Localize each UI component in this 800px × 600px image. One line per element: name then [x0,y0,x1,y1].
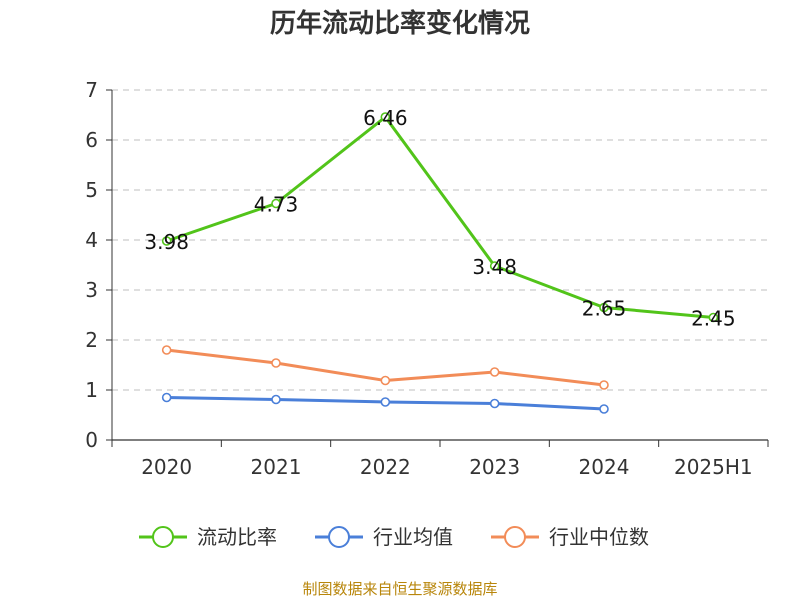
data-point[interactable] [380,112,391,122]
data-point[interactable] [380,375,391,386]
data-point[interactable] [161,236,172,246]
y-tick-label: 1 [85,378,98,402]
data-point[interactable] [489,261,500,271]
y-tick-label: 5 [85,178,98,202]
x-tick-label: 2021 [251,455,302,479]
data-point[interactable] [161,345,172,355]
x-tick-label: 2020 [141,455,192,479]
axes: 0 1 2 3 4 5 6 7 2020 2021 2022 2023 2024 2025H1 [85,78,769,479]
x-tick-label: 2023 [469,455,520,479]
x-tick-label: 2024 [579,455,630,479]
data-point[interactable] [489,398,500,409]
data-point[interactable] [271,358,281,368]
legend-marker-icon [504,526,526,548]
data-label: 3.48 [472,255,517,279]
series-layer [161,112,719,414]
legend-marker-icon [152,526,174,548]
data-labels: 3.98 4.73 6.46 3.48 2.65 2.45 [144,106,735,331]
series-line [166,115,714,319]
data-label: 2.45 [691,307,736,331]
x-tick-label: 2022 [360,455,411,479]
series-0 [161,112,719,323]
chart-title: 历年流动比率变化情况 [270,8,530,38]
data-point[interactable] [708,312,719,323]
data-point[interactable] [380,397,391,407]
y-tick-label: 7 [85,78,98,102]
data-label: 6.46 [363,106,408,130]
y-tick-label: 2 [85,328,98,352]
legend-item-2[interactable]: 行业中位数 [491,525,649,549]
y-tick-label: 6 [85,128,98,152]
series-2 [161,345,609,390]
legend-label: 流动比率 [197,525,277,549]
data-point[interactable] [489,367,500,377]
legend-marker-icon [328,526,350,548]
legend-item-0[interactable]: 流动比率 [139,525,277,549]
series-1 [161,392,609,414]
y-tick-label: 0 [85,428,98,452]
data-point[interactable] [599,380,609,390]
data-point[interactable] [599,404,609,414]
x-tick-label: 2025H1 [674,455,753,479]
legend-label: 行业中位数 [549,525,649,549]
data-point[interactable] [271,394,281,405]
data-point[interactable] [599,302,609,313]
legend[interactable]: 流动比率 行业均值 行业中位数 [139,525,649,549]
data-label: 4.73 [254,193,299,217]
y-tick-label: 3 [85,278,98,302]
source-note: 制图数据来自恒生聚源数据库 [302,580,497,598]
data-point[interactable] [271,198,281,209]
data-label: 2.65 [582,297,627,321]
legend-item-1[interactable]: 行业均值 [315,525,453,549]
legend-label: 行业均值 [373,525,453,549]
y-tick-label: 4 [85,228,98,252]
data-label: 3.98 [144,230,189,254]
data-point[interactable] [161,392,172,403]
grid-lines [112,89,768,391]
